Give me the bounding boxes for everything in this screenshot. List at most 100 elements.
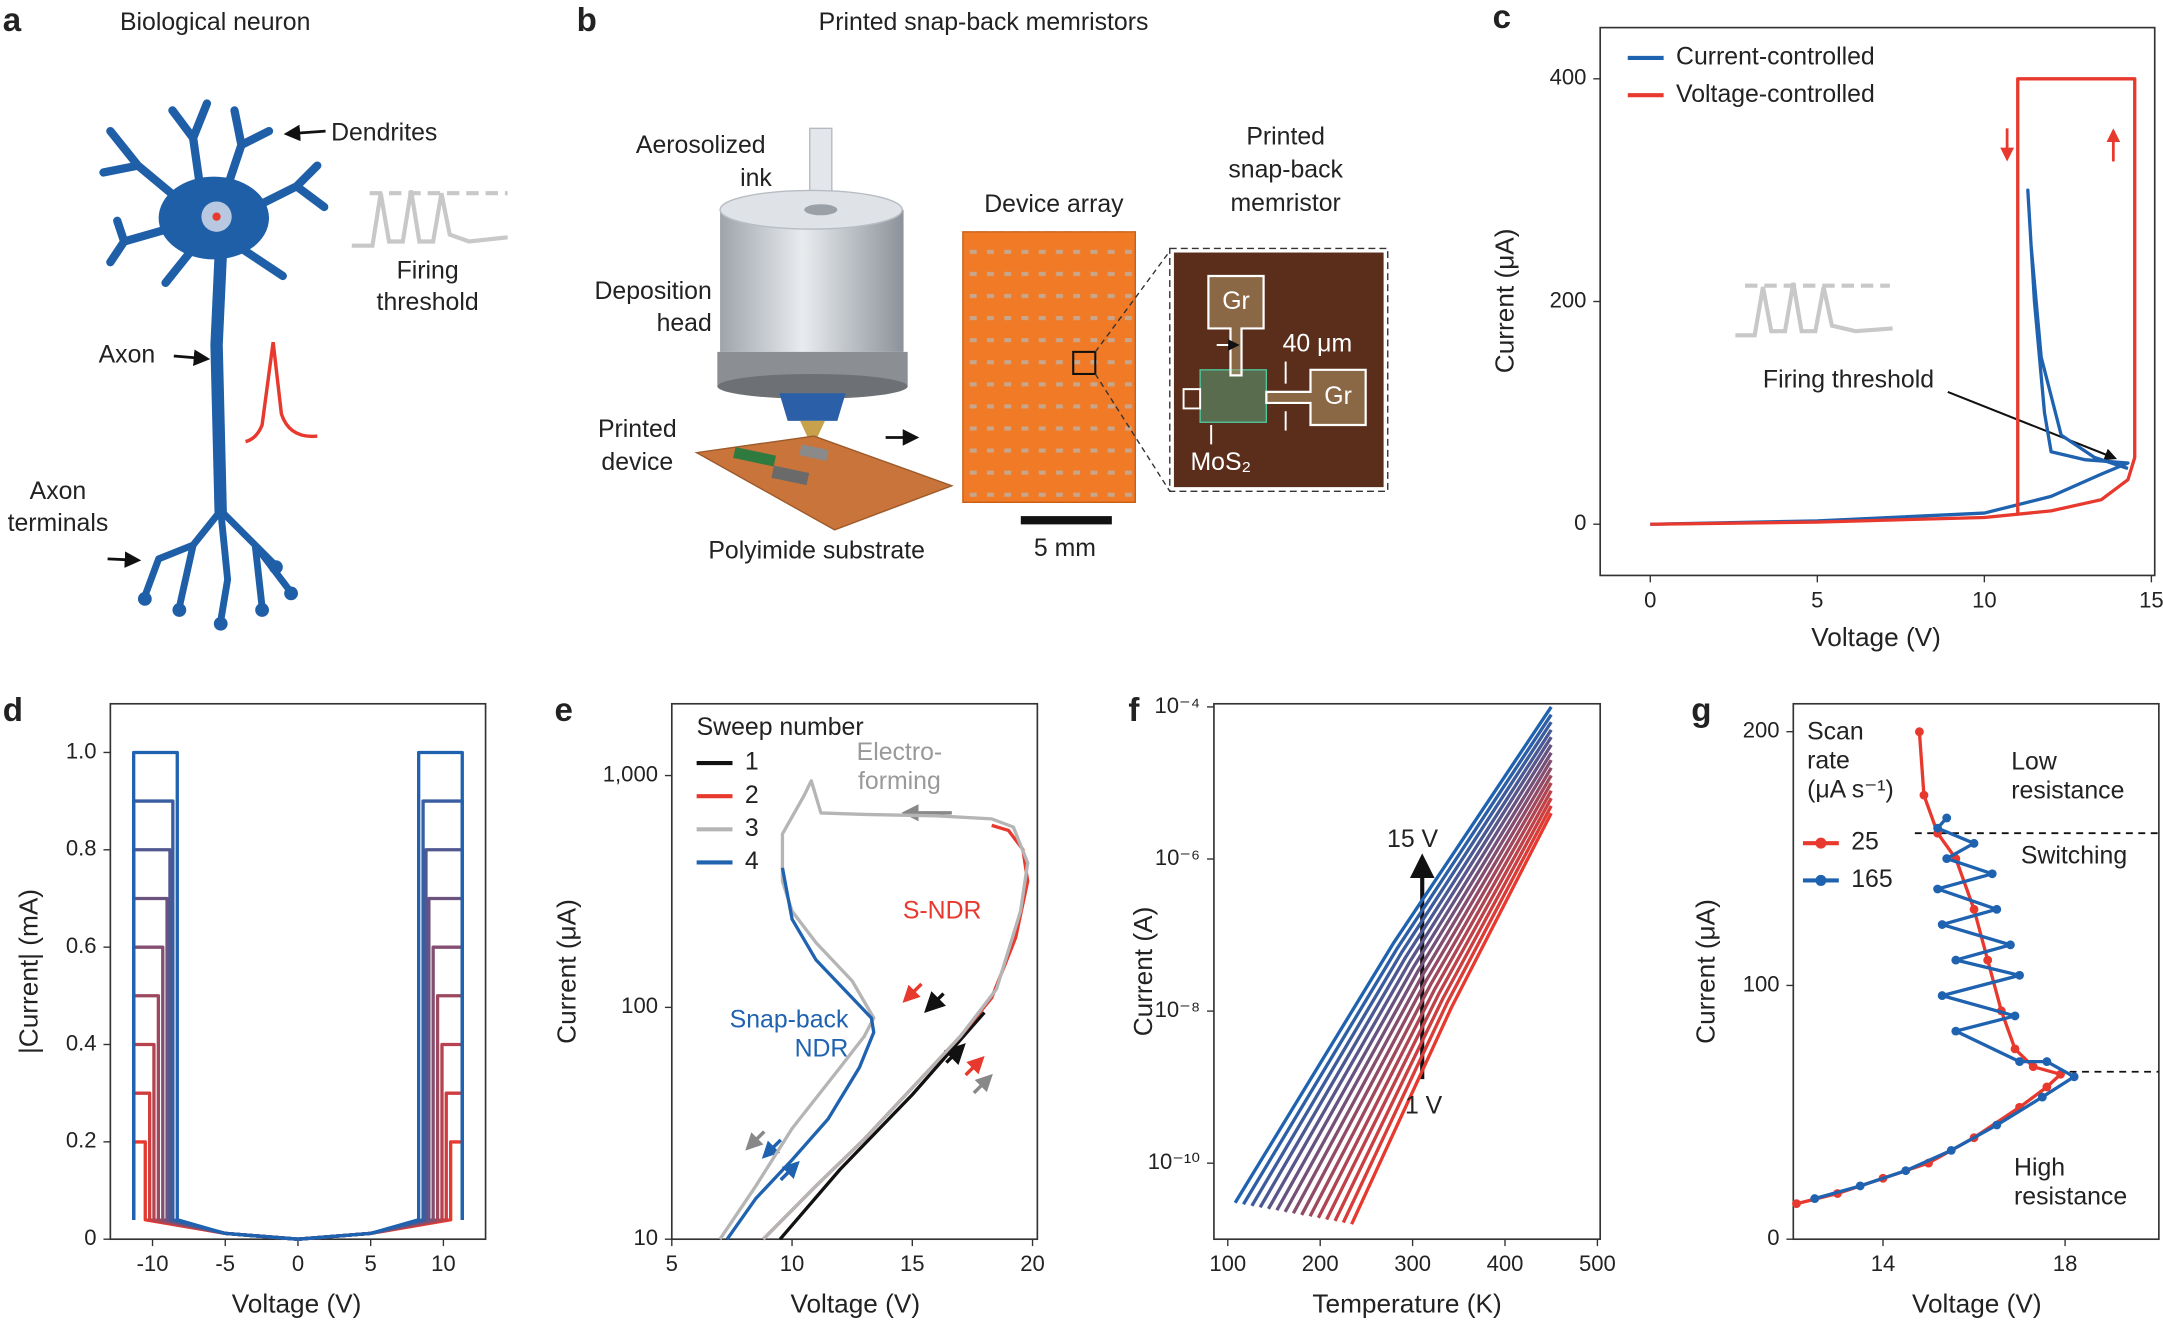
label: memristor [1230, 190, 1340, 217]
arrow [972, 1073, 993, 1095]
data-point [2015, 970, 2024, 980]
label: Polyimide substrate [708, 538, 925, 565]
electrode-stub [1182, 388, 1202, 410]
axes-frame [670, 702, 1039, 1241]
data-line [1266, 736, 1553, 1210]
axon [210, 249, 227, 520]
data-line [1275, 744, 1553, 1212]
x-tick-label: 5 [365, 1251, 377, 1276]
inset-frame [1169, 247, 1389, 492]
printed-pad [771, 465, 810, 486]
label: 5 mm [1034, 535, 1096, 562]
y-tick-label: 200 [1550, 287, 1587, 312]
y-tick-label: 0 [1574, 510, 1586, 535]
label: Device array [984, 191, 1124, 218]
x-axis-label: Voltage (V) [1811, 622, 1941, 652]
legend-title: Scan [1807, 718, 1864, 745]
axon-terminals [141, 507, 294, 625]
label: Dendrites [331, 119, 437, 146]
electrode [1265, 368, 1367, 427]
arrow [283, 124, 326, 142]
x-tick-label: 10 [780, 1251, 805, 1276]
x-tick-label: 15 [2139, 587, 2163, 612]
head-ring-bottom [717, 373, 908, 399]
data-line [132, 994, 464, 1241]
data-line [132, 896, 464, 1241]
data-point [2042, 1082, 2052, 1092]
label: 40 μm [1283, 331, 1353, 358]
data-line [132, 750, 464, 1241]
data-line [132, 1042, 464, 1241]
x-axis-label: Temperature (K) [1312, 1288, 1501, 1318]
y-axis-label: Current (μA) [1489, 228, 1519, 373]
label: MoS₂ [1190, 449, 1251, 476]
data-point [1969, 904, 1979, 914]
deposition-head [720, 209, 904, 352]
arrow [943, 1043, 966, 1066]
label: Firing [397, 257, 459, 284]
label: ink [740, 165, 772, 192]
axes-frame [1599, 26, 2156, 577]
y-tick-label: 10⁻⁸ [1155, 997, 1200, 1022]
data-line [1233, 706, 1553, 1204]
y-tick-label: 0.8 [66, 836, 97, 861]
panel-label: c [1493, 0, 1511, 36]
arrow [779, 1160, 800, 1182]
arrow [761, 1138, 782, 1159]
x-tick-label: 200 [1302, 1251, 1339, 1276]
data-line [1242, 713, 1553, 1206]
data-point [2028, 1062, 2038, 1072]
spike-icon [1735, 282, 1893, 338]
arrow [1947, 390, 2118, 461]
nozzle-tip [800, 420, 825, 439]
data-point [1942, 813, 1952, 823]
head-hole [804, 204, 838, 216]
electrode [1207, 274, 1265, 377]
annotation: S-NDR [903, 898, 982, 925]
printing-diagram: Printed snap-back memristors Aerosolized… [594, 9, 1389, 565]
data-point [1901, 1166, 1911, 1176]
y-tick-label: 0.2 [66, 1128, 97, 1153]
arrow [745, 1130, 766, 1151]
y-tick-label: 0.6 [66, 933, 97, 958]
y-tick-label: 1.0 [66, 738, 97, 763]
arrow [173, 349, 211, 366]
x-tick-label: 10 [431, 1251, 456, 1276]
x-tick-label: 20 [1020, 1251, 1045, 1276]
annotation: NDR [795, 1036, 849, 1063]
panel-label: d [3, 692, 23, 729]
data-line [132, 1091, 464, 1241]
label: snap-back [1228, 157, 1343, 184]
data-point [1919, 790, 1929, 800]
x-tick-label: 0 [292, 1251, 304, 1276]
panel-label: a [3, 2, 22, 39]
data-point [1914, 727, 1924, 737]
nucleolus [212, 212, 221, 221]
y-tick-label: 10⁻¹⁰ [1148, 1149, 1201, 1174]
label: head [657, 310, 712, 337]
data-point [2010, 1044, 2020, 1054]
y-tick-label: 400 [1550, 65, 1587, 90]
legend-title: Sweep number [697, 714, 864, 741]
annotation: Low [2011, 749, 2057, 776]
data-point [1983, 955, 1993, 965]
data-point [1937, 991, 1947, 1001]
data-line [725, 867, 876, 1241]
data-point [2069, 1072, 2079, 1082]
y-tick-label: 1,000 [603, 761, 658, 786]
data-point [1946, 1145, 1956, 1155]
y-tick-label: 200 [1743, 718, 1780, 743]
diagram-title: Biological neuron [120, 9, 310, 36]
y-tick-label: 0 [1767, 1225, 1779, 1250]
y-tick-label: 100 [1743, 971, 1780, 996]
x-tick-label: 300 [1394, 1251, 1431, 1276]
y-tick-label: 0.4 [66, 1030, 97, 1055]
data-line [132, 945, 464, 1241]
data-line [1650, 77, 2137, 526]
y-tick-label: 0 [84, 1225, 96, 1250]
annotation: resistance [2014, 1183, 2127, 1210]
panel-labels: a b c d e f g [3, 0, 1712, 729]
label: terminals [8, 510, 109, 537]
data-line [1333, 797, 1553, 1222]
